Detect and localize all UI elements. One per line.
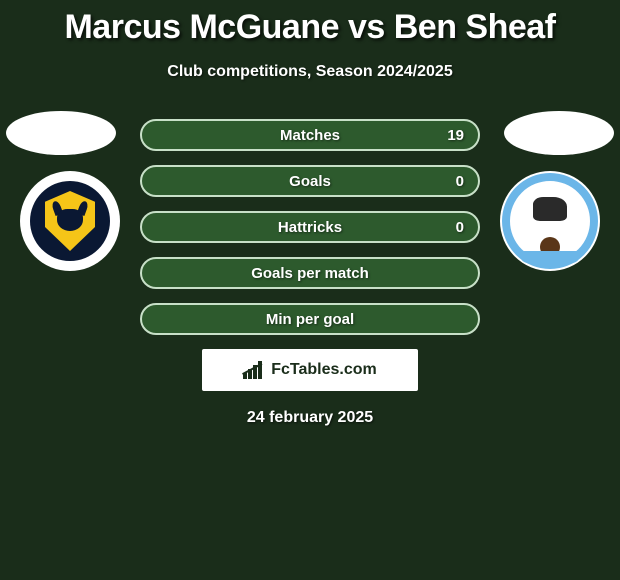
page-title: Marcus McGuane vs Ben Sheaf bbox=[0, 0, 620, 47]
brand-box[interactable]: FcTables.com bbox=[202, 349, 418, 391]
infographic-card: Marcus McGuane vs Ben Sheaf Club competi… bbox=[0, 0, 620, 449]
stat-row-min-per-goal: Min per goal bbox=[140, 303, 480, 335]
comparison-area: Matches 19 Goals 0 Hattricks 0 Goals per… bbox=[0, 109, 620, 449]
stat-label: Hattricks bbox=[278, 219, 342, 236]
stat-row-matches: Matches 19 bbox=[140, 119, 480, 151]
stat-row-goals-per-match: Goals per match bbox=[140, 257, 480, 289]
stat-right-value: 0 bbox=[456, 219, 464, 236]
chart-icon bbox=[243, 361, 265, 379]
player-photo-left bbox=[6, 111, 116, 155]
stat-row-hattricks: Hattricks 0 bbox=[140, 211, 480, 243]
oxford-badge-inner bbox=[30, 181, 110, 261]
stat-rows: Matches 19 Goals 0 Hattricks 0 Goals per… bbox=[140, 119, 480, 427]
coventry-badge-inner bbox=[500, 171, 600, 271]
oxford-shield-icon bbox=[45, 191, 95, 251]
club-badge-coventry bbox=[500, 171, 600, 271]
stat-label: Goals bbox=[289, 173, 331, 190]
stat-label: Matches bbox=[280, 127, 340, 144]
club-badge-oxford bbox=[20, 171, 120, 271]
player-photo-right bbox=[504, 111, 614, 155]
subtitle: Club competitions, Season 2024/2025 bbox=[0, 63, 620, 81]
stat-label: Min per goal bbox=[266, 311, 354, 328]
stat-label: Goals per match bbox=[251, 265, 369, 282]
brand-text: FcTables.com bbox=[271, 361, 377, 379]
stat-row-goals: Goals 0 bbox=[140, 165, 480, 197]
date-text: 24 february 2025 bbox=[140, 409, 480, 427]
stat-right-value: 0 bbox=[456, 173, 464, 190]
stat-right-value: 19 bbox=[447, 127, 464, 144]
